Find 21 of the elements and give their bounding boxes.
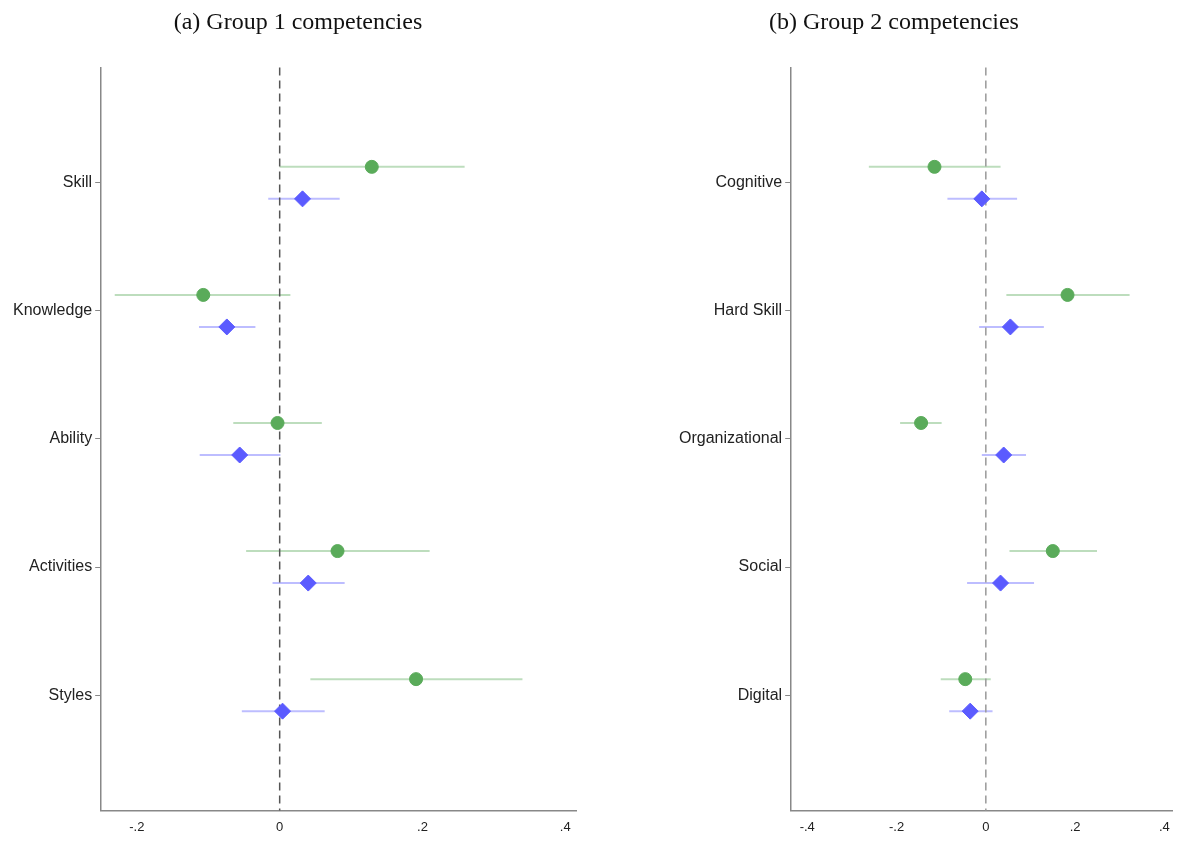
y-tick-label: Knowledge <box>13 301 93 319</box>
y-tick-label: Ability <box>49 429 93 447</box>
x-tick-label: 0 <box>982 818 990 834</box>
x-tick-label: .4 <box>559 818 571 834</box>
x-tick-label: .2 <box>1069 818 1081 834</box>
x-tick-label: -.2 <box>129 818 145 834</box>
x-tick-label: .2 <box>417 818 428 834</box>
y-tick-label: Skill <box>62 173 93 191</box>
y-tick-label: Organizational <box>679 429 783 447</box>
chart-title: (a) Group 1 competencies <box>172 8 424 35</box>
x-tick-label: -.2 <box>888 818 905 834</box>
y-tick-label: Digital <box>737 685 783 703</box>
y-tick-label: Activities <box>29 557 93 575</box>
y-tick-label: Hard Skill <box>713 301 783 319</box>
y-tick-label: Cognitive <box>715 173 783 191</box>
x-tick-label: 0 <box>276 818 284 834</box>
x-tick-label: .4 <box>1158 818 1170 834</box>
y-tick-label: Social <box>738 557 783 575</box>
chart-title: (b) Group 2 competencies <box>768 8 1020 35</box>
x-tick-label: -.4 <box>799 818 815 834</box>
y-tick-label: Styles <box>48 685 93 703</box>
